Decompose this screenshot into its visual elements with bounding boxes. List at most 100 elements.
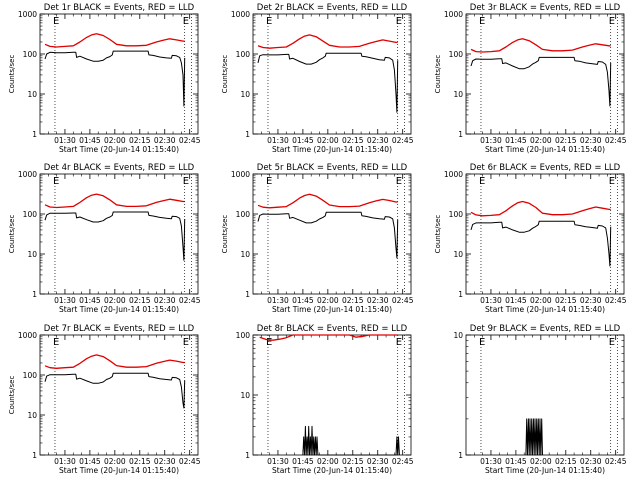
lld-series-line: [470, 38, 611, 53]
chart-panel-5: Det 5r BLACK = Events, RED = LLD 1 10 100 10…: [221, 163, 414, 314]
x-tick-label: 02:30: [580, 136, 602, 145]
event-marker-label: E: [396, 16, 402, 27]
y-tick-label: 1: [458, 290, 463, 299]
event-marker-label: E: [183, 337, 189, 348]
chart-title: Det 7r BLACK = Events, RED = LLD: [44, 324, 195, 334]
axes-frame: [39, 334, 199, 456]
y-tick-label: 1000: [18, 10, 37, 19]
x-tick-label: 02:00: [104, 457, 126, 466]
x-tick-label: 02:00: [104, 136, 126, 145]
y-tick-label: 10: [240, 90, 250, 99]
y-axis-label: Counts/sec: [8, 376, 16, 415]
x-axis-label: Start Time (20-Jun-14 01:15:40): [272, 305, 392, 314]
x-axis-label: Start Time (20-Jun-14 01:15:40): [485, 466, 605, 475]
x-tick-label: 02:30: [580, 296, 602, 305]
events-series-line: [470, 220, 612, 267]
chart-panel-1: Det 1r BLACK = Events, RED = LLD 1 10 100 10…: [8, 3, 201, 154]
x-tick-label: 01:30: [54, 296, 76, 305]
x-tick-label: 02:30: [154, 457, 176, 466]
x-tick-label: 02:15: [555, 457, 577, 466]
y-axis-label: Counts/sec: [434, 215, 442, 254]
y-tick-label: 10: [27, 90, 37, 99]
axes-frame: [465, 173, 625, 295]
x-tick-label: 01:30: [267, 136, 289, 145]
x-tick-label: 02:00: [317, 136, 339, 145]
x-tick-label: 02:30: [367, 457, 389, 466]
chart-panel-7: Det 7r BLACK = Events, RED = LLD 1 10 100 10…: [8, 324, 201, 475]
x-tick-label: 02:00: [317, 457, 339, 466]
axes-frame: [465, 13, 625, 135]
chart-panel-3: Det 3r BLACK = Events, RED = LLD 1 10 100 10…: [434, 3, 627, 154]
chart-panel-6: Det 6r BLACK = Events, RED = LLD 1 10 100 10…: [434, 163, 627, 314]
x-tick-label: 01:30: [480, 296, 502, 305]
event-marker-label: E: [266, 16, 272, 27]
x-tick-label: 02:30: [367, 296, 389, 305]
y-tick-label: 1000: [18, 331, 37, 340]
event-marker-label: E: [53, 16, 59, 27]
lld-series-line: [44, 33, 185, 48]
y-tick-label: 100: [236, 210, 251, 219]
event-marker-label: E: [266, 176, 272, 187]
x-tick-label: 02:15: [129, 296, 151, 305]
x-tick-label: 01:45: [79, 457, 101, 466]
event-marker-label: E: [609, 176, 615, 187]
x-tick-label: 02:00: [530, 136, 552, 145]
x-tick-label: 01:45: [292, 136, 314, 145]
x-axis-label: Start Time (20-Jun-14 01:15:40): [59, 466, 179, 475]
lld-series-line: [44, 354, 185, 369]
lld-series-line: [257, 193, 398, 209]
event-marker-label: E: [479, 176, 485, 187]
y-tick-label: 1000: [444, 10, 463, 19]
x-tick-label: 01:30: [267, 457, 289, 466]
axes-frame: [39, 13, 199, 135]
y-tick-label: 1: [458, 130, 463, 139]
lld-series-line: [470, 200, 611, 217]
x-tick-label: 02:30: [154, 296, 176, 305]
y-tick-label: 1: [245, 130, 250, 139]
y-tick-label: 100: [236, 50, 251, 59]
x-tick-label: 01:30: [480, 136, 502, 145]
events-series-line: [525, 418, 543, 456]
x-tick-label: 01:45: [505, 296, 527, 305]
x-tick-label: 02:15: [555, 296, 577, 305]
chart-title: Det 9r BLACK = Events, RED = LLD: [470, 324, 621, 334]
y-axis-label: Counts/sec: [221, 215, 229, 254]
x-tick-label: 02:15: [342, 457, 364, 466]
events-series-line: [257, 52, 399, 113]
x-tick-label: 01:45: [79, 136, 101, 145]
y-axis-label: Counts/sec: [8, 55, 16, 94]
chart-panel-2: Det 2r BLACK = Events, RED = LLD 1 10 100 10…: [221, 3, 414, 154]
event-marker-label: E: [396, 176, 402, 187]
x-tick-label: 02:45: [179, 296, 201, 305]
axes-frame: [252, 334, 412, 456]
x-axis-label: Start Time (20-Jun-14 01:15:40): [272, 145, 392, 154]
axes-frame: [252, 13, 412, 135]
y-tick-label: 100: [449, 210, 464, 219]
x-tick-label: 01:45: [292, 296, 314, 305]
chart-title: Det 3r BLACK = Events, RED = LLD: [470, 3, 621, 13]
x-axis-label: Start Time (20-Jun-14 01:15:40): [59, 145, 179, 154]
chart-panel-8: Det 8r BLACK = Events, RED = LLD 1 10 100 01…: [236, 324, 414, 475]
chart-title: Det 1r BLACK = Events, RED = LLD: [44, 3, 195, 13]
x-tick-label: 02:00: [104, 296, 126, 305]
x-tick-label: 02:45: [392, 136, 414, 145]
x-tick-label: 02:00: [317, 296, 339, 305]
axes-frame: [39, 173, 199, 295]
x-tick-label: 01:30: [480, 457, 502, 466]
chart-title: Det 4r BLACK = Events, RED = LLD: [44, 163, 195, 173]
events-series-line: [302, 425, 400, 456]
event-marker-label: E: [53, 176, 59, 187]
events-series-line: [44, 372, 186, 409]
event-marker-label: E: [266, 337, 272, 348]
y-tick-label: 1: [245, 290, 250, 299]
y-tick-label: 10: [453, 331, 463, 340]
y-tick-label: 1: [32, 451, 37, 460]
x-tick-label: 01:45: [505, 457, 527, 466]
chart-title: Det 5r BLACK = Events, RED = LLD: [257, 163, 408, 173]
y-axis-label: Counts/sec: [8, 215, 16, 254]
x-tick-label: 02:45: [392, 457, 414, 466]
event-marker-label: E: [609, 337, 615, 348]
x-tick-label: 02:45: [179, 136, 201, 145]
x-tick-label: 02:45: [605, 296, 627, 305]
